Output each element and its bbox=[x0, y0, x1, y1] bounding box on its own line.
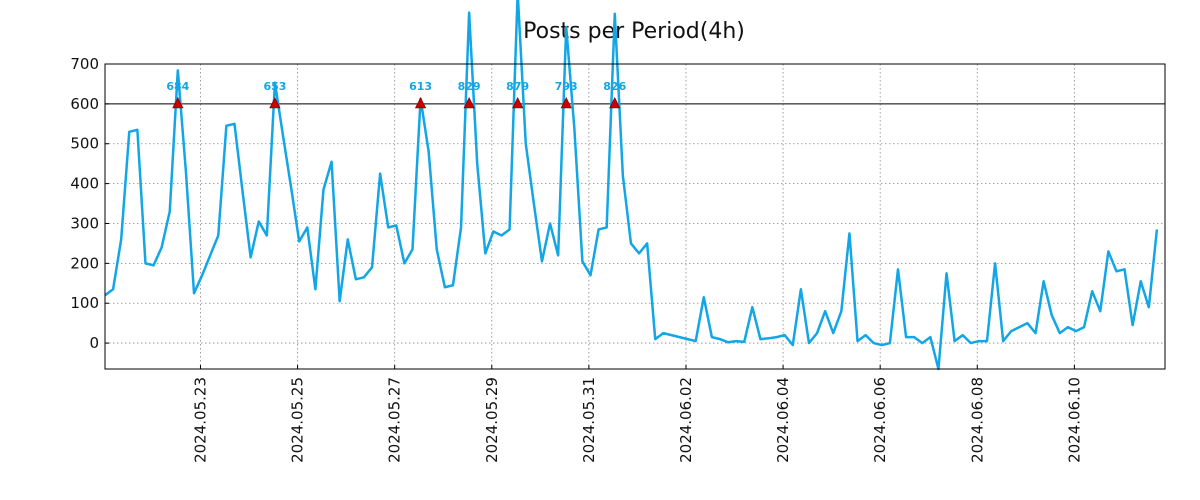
y-tick-label: 200 bbox=[70, 254, 99, 272]
peak-marker bbox=[172, 96, 184, 109]
x-tick-label: 2024.05.23 bbox=[191, 377, 209, 463]
y-tick-label: 100 bbox=[70, 294, 99, 312]
x-tick-label: 2024.06.08 bbox=[968, 377, 986, 463]
peak-label: 826 bbox=[603, 80, 626, 93]
peak-label: 829 bbox=[458, 80, 481, 93]
peak-label: 684 bbox=[166, 80, 189, 93]
x-tick-label: 2024.05.29 bbox=[483, 377, 501, 463]
x-tick-label: 2024.05.25 bbox=[289, 377, 307, 463]
peak-marker bbox=[414, 96, 427, 109]
peak-marker bbox=[512, 96, 524, 109]
y-tick-label: 400 bbox=[70, 175, 99, 193]
peak-marker bbox=[463, 96, 475, 109]
peak-marker bbox=[609, 96, 621, 109]
x-tick-label: 2024.06.10 bbox=[1065, 377, 1083, 463]
x-tick-label: 2024.06.04 bbox=[774, 377, 792, 463]
x-tick-label: 2024.06.02 bbox=[677, 377, 695, 463]
chart-title: Posts per Period(4h) bbox=[523, 19, 745, 44]
peak-marker bbox=[269, 96, 281, 109]
series-line bbox=[104, 0, 1159, 371]
y-tick-label: 300 bbox=[70, 214, 99, 232]
x-tick-label: 2024.06.06 bbox=[871, 377, 889, 463]
peak-label: 793 bbox=[555, 80, 578, 93]
peak-label: 879 bbox=[506, 80, 529, 93]
y-tick-label: 700 bbox=[70, 55, 99, 73]
peak-marker bbox=[560, 96, 572, 109]
plot-frame bbox=[104, 63, 1166, 370]
peak-label: 613 bbox=[409, 80, 432, 93]
x-tick-label: 2024.05.27 bbox=[386, 377, 404, 463]
x-tick-label: 2024.05.31 bbox=[580, 377, 598, 463]
y-tick-label: 0 bbox=[89, 334, 99, 352]
peak-label: 653 bbox=[263, 80, 286, 93]
y-tick-label: 600 bbox=[70, 95, 99, 113]
y-tick-label: 500 bbox=[70, 135, 99, 153]
